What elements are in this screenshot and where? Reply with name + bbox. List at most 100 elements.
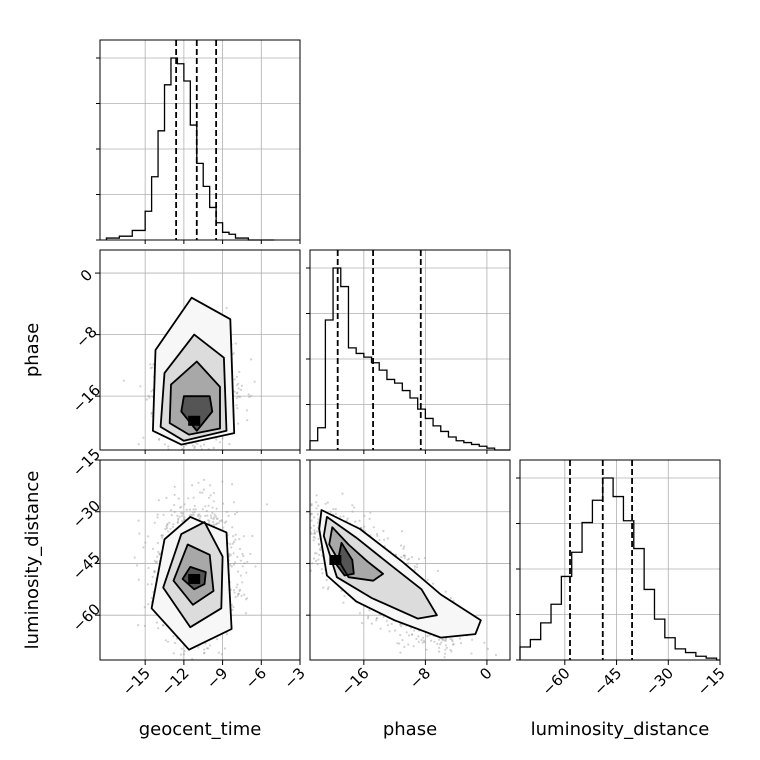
scatter-point (375, 617, 378, 620)
scatter-point (399, 623, 402, 626)
scatter-point (368, 609, 371, 612)
scatter-point (304, 504, 306, 506)
scatter-point (199, 445, 202, 448)
scatter-point (164, 527, 167, 531)
scatter-point (225, 306, 228, 309)
scatter-point (297, 500, 299, 502)
scatter-point (137, 578, 140, 581)
scatter-point (202, 478, 206, 481)
density-peak (329, 555, 342, 565)
scatter-point (468, 662, 470, 664)
x-tick-label-phase: 0 (476, 664, 495, 683)
scatter-point (388, 630, 391, 633)
scatter-point (193, 510, 196, 514)
scatter-point (153, 521, 156, 524)
contour-line (180, 395, 214, 432)
scatter-point (187, 497, 190, 500)
x-tick-label-geocent_time: −15 (119, 664, 154, 699)
scatter-point (234, 513, 237, 516)
scatter-point (342, 515, 345, 518)
scatter-point (209, 644, 212, 647)
scatter-point (212, 518, 215, 521)
scatter-point (277, 525, 279, 527)
scatter-point (306, 494, 308, 496)
scatter-point (189, 513, 192, 516)
scatter-point (191, 514, 194, 517)
scatter-point (307, 485, 309, 487)
scatter-point (158, 552, 161, 556)
scatter-point (287, 517, 289, 519)
scatter-point (179, 653, 183, 656)
panel-frame (99, 249, 301, 451)
scatter-point (207, 504, 210, 507)
scatter-point (412, 645, 415, 648)
scatter-point (233, 462, 235, 464)
scatter-point (417, 557, 421, 561)
scatter-point (276, 498, 278, 500)
panel-frame (99, 459, 301, 661)
scatter-point (218, 441, 221, 444)
scatter-point (277, 496, 279, 498)
scatter-point (231, 542, 234, 545)
scatter-point (413, 629, 416, 632)
scatter-point (228, 554, 231, 558)
scatter-point (445, 646, 449, 649)
scatter-point (449, 637, 452, 641)
scatter-point (144, 541, 147, 544)
scatter-point (342, 601, 345, 604)
scatter-point (153, 571, 156, 574)
y-tick-label-luminosity_distance: −30 (69, 497, 104, 532)
scatter-point (233, 378, 236, 381)
scatter-point (400, 544, 403, 547)
scatter-point (310, 504, 313, 507)
scatter-point (236, 570, 240, 573)
scatter-point (433, 671, 435, 673)
scatter-point (209, 494, 212, 497)
scatter-point (180, 647, 183, 650)
scatter-point (438, 650, 441, 653)
scatter-point (239, 574, 242, 577)
scatter-point (213, 513, 216, 516)
scatter-point (185, 508, 188, 511)
scatter-point (142, 546, 145, 549)
scatter-point (176, 520, 179, 524)
scatter-point (317, 518, 320, 521)
scatter-point (363, 514, 366, 518)
scatter-point (402, 554, 405, 557)
scatter-point (153, 570, 156, 573)
scatter-point (383, 538, 386, 541)
scatter-point (210, 457, 212, 459)
scatter-point (378, 538, 381, 542)
scatter-point (236, 391, 239, 394)
scatter-point (449, 648, 452, 651)
scatter-point (254, 565, 257, 568)
y-tick-label-luminosity_distance: −60 (69, 600, 104, 635)
scatter-point (156, 541, 159, 545)
scatter-point (407, 562, 410, 565)
scatter-point (281, 475, 283, 477)
scatter-point (285, 537, 287, 539)
scatter-point (149, 367, 152, 370)
scatter-point (208, 520, 211, 523)
scatter-point (147, 603, 150, 606)
scatter-point (155, 561, 158, 564)
scatter-point (145, 398, 148, 401)
scatter-point (353, 506, 356, 509)
scatter-point (278, 540, 280, 542)
scatter-point (207, 496, 211, 499)
scatter-point (215, 638, 219, 641)
scatter-point (445, 660, 447, 662)
scatter-point (238, 592, 241, 595)
scatter-point (315, 559, 318, 563)
scatter-point (445, 675, 447, 677)
scatter-point (212, 462, 214, 464)
scatter-point (329, 510, 332, 513)
scatter-point (163, 443, 166, 446)
scatter-point (209, 484, 212, 487)
scatter-point (232, 563, 236, 566)
scatter-point (360, 622, 364, 625)
scatter-point (169, 509, 173, 512)
x-tick-label-phase: −8 (406, 664, 434, 692)
scatter-point (237, 382, 240, 385)
scatter-point (401, 639, 404, 642)
